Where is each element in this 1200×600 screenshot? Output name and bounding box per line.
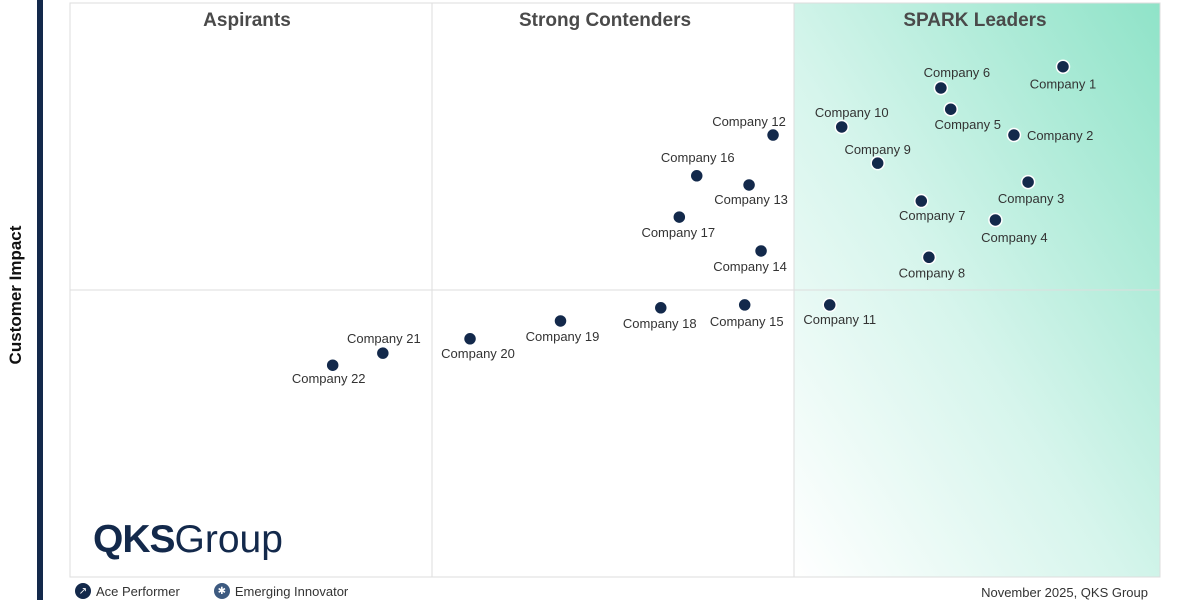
legend-item-emerging-innovator: ✱ Emerging Innovator — [213, 583, 349, 599]
data-label: Company 1 — [1030, 77, 1096, 92]
legend: ↗ Ace Performer ✱ Emerging Innovator — [75, 583, 348, 599]
data-label: Company 3 — [998, 191, 1064, 206]
data-label: Company 6 — [924, 65, 990, 80]
data-point[interactable] — [943, 101, 958, 117]
data-point[interactable] — [1055, 59, 1071, 74]
data-label: Company 9 — [844, 142, 910, 157]
data-point[interactable] — [933, 80, 949, 96]
data-point[interactable] — [325, 357, 340, 373]
left-accent-bar — [37, 0, 43, 600]
data-label: Company 7 — [899, 208, 965, 223]
data-point[interactable] — [1006, 127, 1022, 143]
data-point[interactable] — [753, 243, 769, 259]
footer-credit: November 2025, QKS Group — [981, 585, 1148, 600]
data-label: Company 8 — [899, 265, 965, 280]
legend-label: Emerging Innovator — [234, 583, 349, 599]
data-label: Company 14 — [713, 259, 787, 274]
data-label: Company 20 — [441, 346, 515, 361]
data-point[interactable] — [653, 300, 669, 316]
quadrant-title-strong-contenders: Strong Contenders — [519, 10, 691, 31]
data-point[interactable] — [822, 297, 837, 313]
data-point[interactable] — [462, 331, 478, 347]
quadrant-title-aspirants: Aspirants — [203, 10, 291, 31]
data-label: Company 13 — [714, 192, 788, 207]
legend-label: Ace Performer — [96, 583, 180, 599]
data-point[interactable] — [870, 155, 885, 171]
lightbulb-icon: ✱ — [213, 583, 230, 599]
data-label: Company 4 — [981, 230, 1047, 245]
data-point[interactable] — [741, 177, 757, 193]
data-point[interactable] — [988, 212, 1003, 228]
quadrant-title-spark-leaders: SPARK Leaders — [903, 10, 1046, 31]
data-label: Company 12 — [712, 114, 786, 129]
qks-group-logo: QKSGroup — [93, 518, 283, 561]
data-label: Company 17 — [641, 225, 715, 240]
data-point[interactable] — [672, 209, 687, 225]
data-label: Company 19 — [526, 329, 600, 344]
data-point[interactable] — [1020, 174, 1036, 190]
data-point[interactable] — [553, 313, 568, 329]
data-point[interactable] — [765, 127, 781, 143]
trend-up-icon: ↗ — [75, 583, 91, 599]
data-point[interactable] — [375, 345, 391, 361]
data-label: Company 5 — [934, 117, 1000, 132]
data-point[interactable] — [834, 119, 849, 135]
data-label: Company 22 — [292, 371, 366, 386]
legend-item-ace-performer: ↗ Ace Performer — [75, 583, 180, 599]
data-point[interactable] — [737, 297, 752, 313]
data-label: Company 16 — [661, 150, 735, 165]
data-label: Company 11 — [803, 312, 876, 327]
data-label: Company 2 — [1027, 128, 1093, 143]
data-point[interactable] — [921, 250, 937, 265]
data-label: Company 10 — [815, 105, 889, 120]
data-label: Company 21 — [347, 331, 421, 346]
data-label: Company 15 — [710, 314, 784, 329]
data-point[interactable] — [914, 193, 929, 209]
data-point[interactable] — [689, 168, 704, 184]
data-label: Company 18 — [623, 316, 697, 331]
